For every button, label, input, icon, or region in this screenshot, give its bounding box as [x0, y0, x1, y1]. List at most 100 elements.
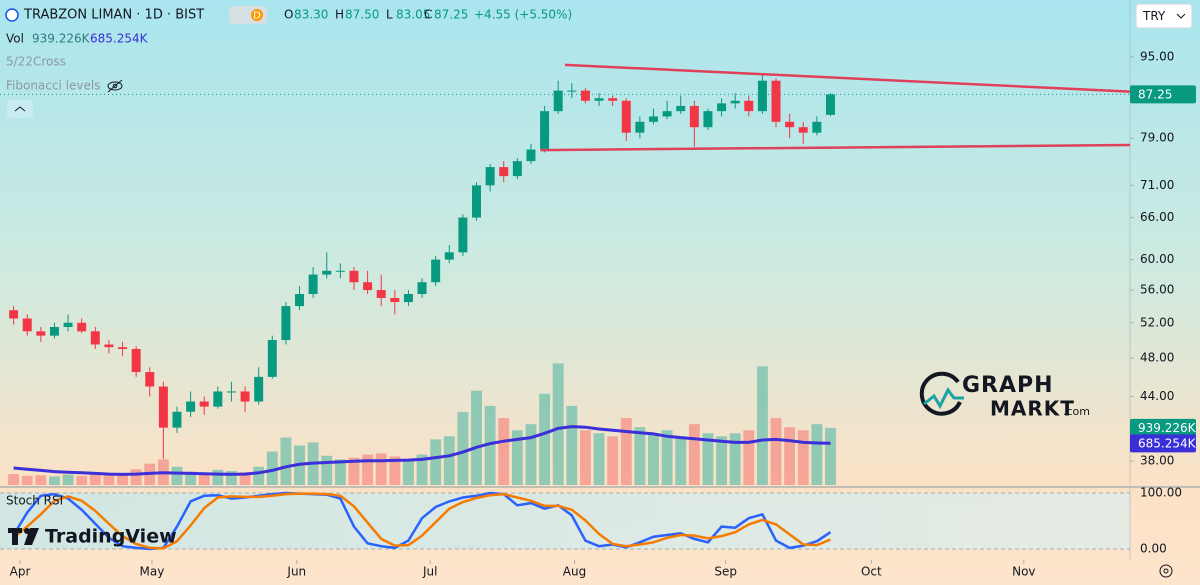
candle-body [240, 391, 250, 402]
settings-icon[interactable] [1159, 564, 1173, 578]
volume-bar [280, 437, 292, 485]
tv-logo [8, 528, 39, 545]
candle-body [499, 167, 509, 177]
candle-body [118, 347, 128, 349]
volume-bar [375, 453, 387, 485]
volume-bar [117, 474, 128, 485]
volume-bar [334, 459, 346, 485]
volume-bar [185, 471, 197, 485]
trendline [564, 63, 1131, 93]
ohlc-key: O [284, 8, 293, 22]
volume-bar [402, 460, 414, 485]
tv-text: TradingView [45, 526, 177, 548]
volume-bar [389, 456, 401, 485]
y-tick-label: 56.00 [1140, 283, 1174, 297]
candle-body [186, 401, 196, 412]
symbol-icon [5, 8, 19, 22]
candle-body [730, 100, 740, 104]
volume-ma [13, 425, 831, 476]
candle-body [322, 270, 332, 275]
candle-body [349, 270, 359, 283]
last-price-label-box [1130, 85, 1196, 104]
volume-bar [770, 418, 782, 485]
candle-body [158, 386, 168, 428]
legend-vol-value: 939.226K [32, 32, 91, 46]
volume-bar [539, 393, 551, 485]
ohlc-key: H [335, 8, 344, 22]
legend-vol: Vol [6, 32, 24, 46]
candle-body [281, 306, 291, 341]
logo-graph: GRAPH [962, 373, 1054, 398]
logo-com: .com [1063, 405, 1090, 418]
candle-body [825, 94, 835, 115]
stoch-tick-label: 100.00 [1140, 486, 1182, 500]
candle-body [417, 282, 427, 295]
x-tick-label: Sep [714, 565, 737, 579]
volume-bar [89, 473, 101, 485]
y-tick-label: 66.00 [1140, 210, 1174, 224]
last-price-label: 87.25 [1138, 87, 1172, 101]
candle-body [254, 376, 264, 402]
candle-body [594, 98, 604, 101]
volume-bar [103, 472, 115, 485]
y-tick-label: 38.00 [1140, 454, 1174, 468]
volume-bar [593, 433, 605, 485]
candle-body [540, 111, 550, 150]
volume-bar [321, 455, 333, 485]
volume-bar [362, 454, 374, 485]
volume-bar [348, 457, 360, 485]
candle-body [77, 322, 87, 332]
volume-bar [702, 433, 714, 485]
volume-bar [49, 476, 60, 485]
volume-bar [457, 412, 469, 485]
candle-body [145, 372, 155, 387]
candle-body [444, 252, 454, 260]
volume-bar [634, 427, 646, 485]
candle-body [376, 290, 386, 299]
volume-bar [607, 436, 619, 485]
main-layer: 95.00 79.00 71.00 66.00 60.00 56.00 52.00 48.00… [0, 49, 1197, 579]
volume-bar [76, 475, 88, 485]
eye-icon[interactable] [107, 79, 123, 93]
candle-body [717, 103, 727, 112]
candle-body [744, 100, 754, 112]
volume-bar [525, 424, 537, 485]
collapse-button[interactable] [7, 100, 33, 118]
candle-body [567, 90, 577, 92]
volume-bar [484, 405, 496, 485]
volume-ma-label: 685.254K [1138, 436, 1197, 450]
volume-bar [430, 439, 442, 485]
y-tick-label: 60.00 [1140, 252, 1174, 266]
volume-bar [729, 433, 741, 485]
volume-bar [443, 436, 455, 485]
volume-bar [226, 471, 237, 485]
volume-ma-label-box [1130, 434, 1196, 453]
candle-body [472, 185, 481, 218]
volume-bar [35, 475, 47, 485]
volume-label-box [1130, 418, 1196, 437]
volume-bar [511, 430, 523, 485]
candle-body [812, 121, 822, 133]
ohlc-key: C [424, 8, 432, 22]
candle-body [621, 100, 631, 133]
candle-body [771, 80, 781, 122]
candle-body [512, 161, 522, 177]
candle-body [689, 105, 699, 128]
volume-bar [675, 436, 687, 485]
candle-body [9, 310, 19, 319]
currency-button[interactable] [1135, 3, 1193, 29]
ohlc-key: L [386, 8, 393, 22]
candle-body [458, 217, 468, 253]
ohlc: O 83.30 H 87.50 L 83.05C 87.25 [284, 8, 468, 22]
ohlc-value: 83.30 [294, 8, 328, 22]
candle-body [172, 411, 182, 428]
candle-body [676, 105, 686, 112]
legend-stoch: Stoch RSI [6, 494, 63, 508]
volume-bar [552, 363, 564, 485]
candle-body [785, 121, 795, 128]
candle-body [526, 149, 536, 162]
x-tick-label: Oct [861, 565, 882, 579]
candle-body [580, 90, 590, 101]
candle-body [36, 331, 46, 336]
logo-markt: MARKT [990, 397, 1075, 421]
